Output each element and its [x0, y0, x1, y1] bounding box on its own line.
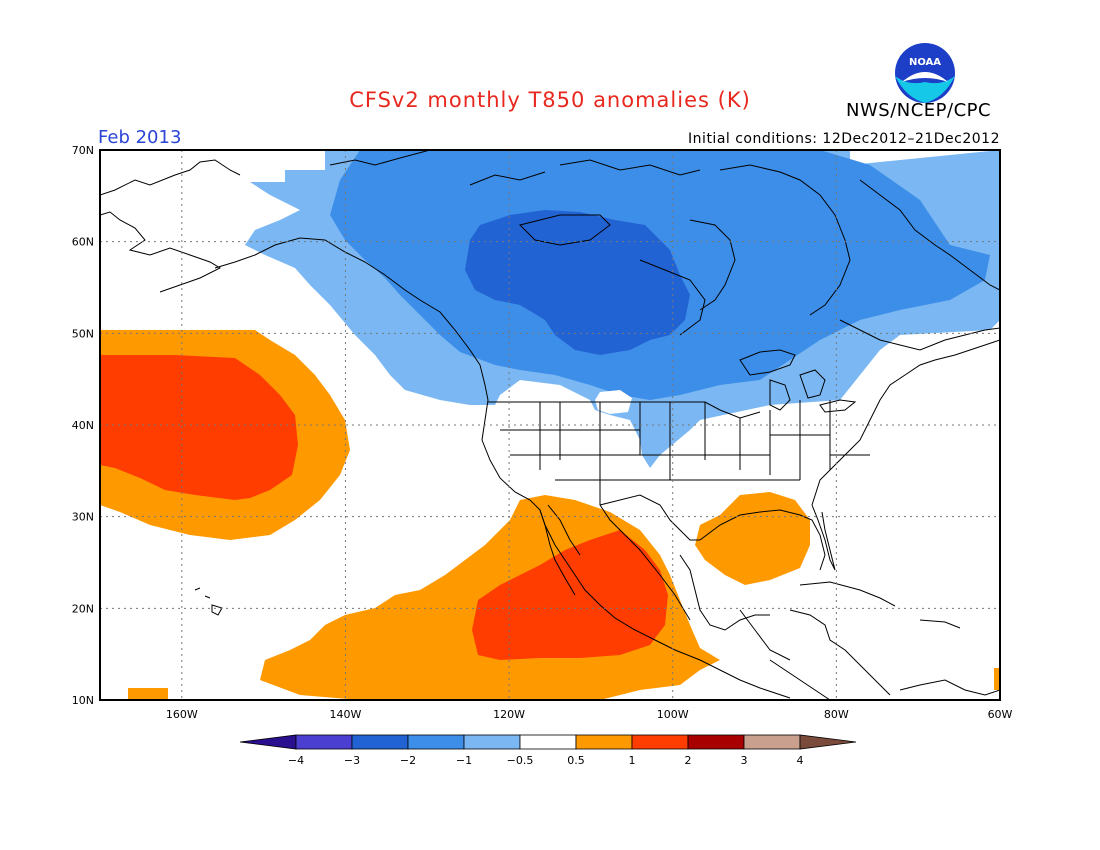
graticule — [100, 150, 1000, 700]
warm-anomaly-pacific-core — [100, 355, 298, 500]
longitude-label: 140W — [330, 708, 362, 721]
map-title: CFSv2 monthly T850 anomalies (K) — [349, 88, 751, 112]
colorbar-label: 3 — [741, 754, 748, 767]
colorbar-swatch — [295, 734, 353, 750]
latitude-label: 50N — [72, 327, 94, 340]
latitude-label: 40N — [72, 419, 94, 432]
longitude-label: 160W — [166, 708, 198, 721]
colorbar-swatch — [519, 734, 577, 750]
forecast-month: Feb 2013 — [98, 127, 182, 148]
latitude-label: 60N — [72, 236, 94, 249]
initial-conditions: Initial conditions: 12Dec2012–21Dec2012 — [688, 131, 1000, 147]
colorbar-swatch — [407, 734, 465, 750]
colorbar-label: −0.5 — [507, 754, 534, 767]
colorbar-label: −3 — [344, 754, 360, 767]
colorbar-label: 0.5 — [567, 754, 585, 767]
colorbar-label: 2 — [685, 754, 692, 767]
colorbar-arrow-low — [239, 734, 297, 750]
coastlines — [100, 150, 1000, 700]
colorbar-swatch — [743, 734, 801, 750]
svg-text:NOAA: NOAA — [909, 57, 941, 68]
longitude-label: 60W — [988, 708, 1013, 721]
longitude-labels: 160W 140W 120W 100W 80W 60W — [166, 708, 1013, 721]
longitude-label: 100W — [657, 708, 689, 721]
colorbar-swatch — [687, 734, 745, 750]
colorbar: −4 −3 −2 −1 −0.5 0.5 1 2 3 4 — [239, 734, 857, 767]
colorbar-swatch — [351, 734, 409, 750]
longitude-label: 120W — [493, 708, 525, 721]
colorbar-swatch — [463, 734, 521, 750]
latitude-label: 20N — [72, 602, 94, 615]
longitude-label: 80W — [824, 708, 849, 721]
colorbar-arrow-high — [799, 734, 857, 750]
cold-anomaly-strong — [465, 210, 690, 355]
anomaly-shading — [100, 150, 1000, 700]
colorbar-label: −1 — [456, 754, 472, 767]
noaa-logo: NOAA — [894, 42, 956, 104]
latitude-label: 30N — [72, 511, 94, 524]
agency-label: NWS/NCEP/CPC — [846, 100, 992, 121]
colorbar-swatch — [631, 734, 689, 750]
latitude-label: 10N — [72, 694, 94, 707]
warm-anomaly-gulf — [695, 492, 810, 585]
latitude-label: 70N — [72, 144, 94, 157]
latitude-labels: 70N 60N 50N 40N 30N 20N 10N — [72, 144, 94, 707]
colorbar-swatch — [575, 734, 633, 750]
warm-anomaly-mexico-core — [472, 530, 668, 660]
colorbar-label: 4 — [797, 754, 804, 767]
colorbar-label: 1 — [629, 754, 636, 767]
colorbar-label: −4 — [288, 754, 304, 767]
map-frame — [99, 149, 1001, 701]
colorbar-label: −2 — [400, 754, 416, 767]
